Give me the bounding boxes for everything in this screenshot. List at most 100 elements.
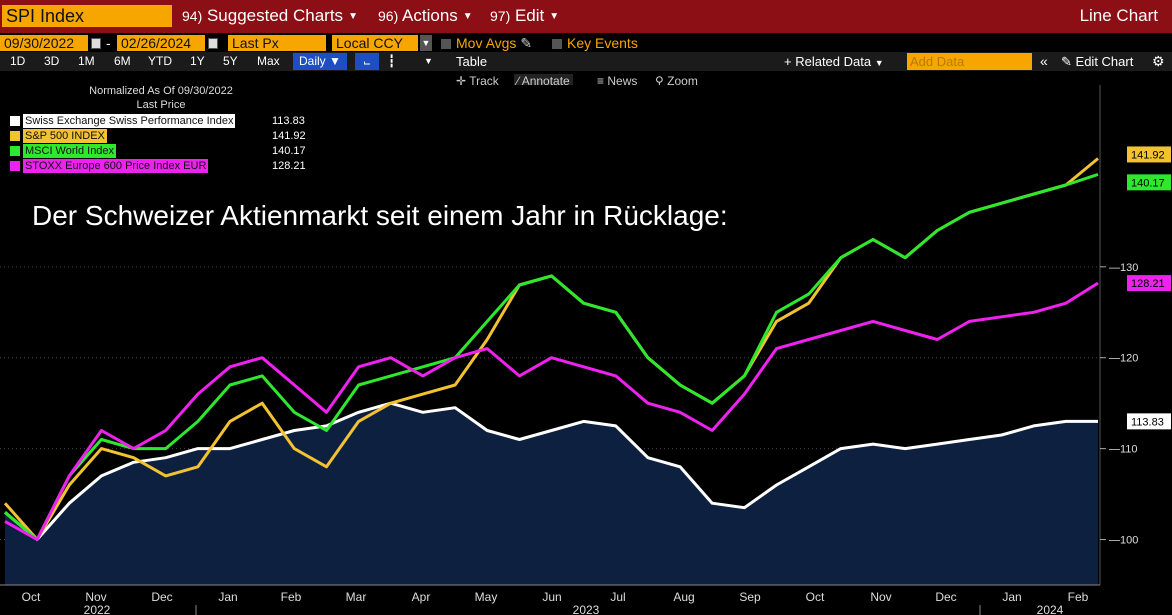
range-5y-button[interactable]: 5Y (223, 54, 238, 68)
news-tool[interactable]: ≡ News (597, 74, 637, 88)
x-tick-label: Aug (673, 590, 694, 604)
related-data-label: + Related Data (784, 54, 872, 69)
calendar-icon[interactable] (91, 38, 101, 49)
track-label: Track (469, 74, 499, 88)
mov-avgs-label: Mov Avgs (456, 35, 517, 51)
annotate-tool[interactable]: ⁄ Annotate (514, 74, 573, 88)
checkbox-icon[interactable] (441, 39, 451, 49)
line-chart-icon[interactable]: ⨽ (355, 53, 379, 70)
range-1y-button[interactable]: 1Y (190, 54, 205, 68)
x-tick-label: Nov (85, 590, 106, 604)
news-icon: ≡ (597, 74, 605, 88)
range-1d-button[interactable]: 1D (10, 54, 26, 68)
field-selector[interactable]: Last Px (228, 35, 326, 51)
search-icon: ⚲ (655, 74, 664, 88)
price-chart[interactable]: —100 —110 —120 —130 113.83 141.92 140.17 128.21… (0, 71, 1172, 615)
menu-number: 97) (490, 8, 511, 24)
last-value-label: 113.83 (1131, 416, 1164, 428)
chevron-down-icon: ▼ (348, 11, 358, 22)
pencil-icon[interactable]: ✎ (520, 35, 533, 51)
x-tick-label: Dec (151, 590, 172, 604)
range-ytd-button[interactable]: YTD (148, 54, 172, 68)
menu-number: 96) (378, 8, 399, 24)
legend-swatch (10, 131, 20, 141)
period-label: Daily (299, 54, 326, 68)
x-tick-label: Sep (739, 590, 761, 604)
chart-annotation: Der Schweizer Aktienmarkt seit einem Jah… (32, 200, 728, 231)
menu-label: Suggested Charts (206, 6, 344, 25)
last-value-tag (1127, 413, 1171, 430)
zoom-label: Zoom (667, 74, 698, 88)
edit-chart-button[interactable]: ✎ Edit Chart (1061, 53, 1133, 70)
checkbox-icon[interactable] (552, 39, 562, 49)
legend-series-name: S&P 500 INDEX (23, 129, 107, 143)
ticker-field[interactable]: SPI Index (2, 5, 172, 27)
end-date-field[interactable]: 02/26/2024 (117, 35, 205, 51)
zoom-tool[interactable]: ⚲ Zoom (655, 74, 698, 88)
x-tick-label: Jun (542, 590, 561, 604)
range-3d-button[interactable]: 3D (44, 54, 60, 68)
chevron-down-icon[interactable]: ▼ (424, 56, 433, 66)
x-year-label: 2024 (1037, 603, 1064, 615)
y-tick-label: —110 (1109, 444, 1138, 456)
last-value-tag (1127, 275, 1171, 292)
range-6m-button[interactable]: 6M (114, 54, 131, 68)
x-tick-label: Jul (610, 590, 625, 604)
y-tick-label: —130 (1109, 262, 1138, 274)
x-tick-label: Nov (870, 590, 891, 604)
x-tick-label: Feb (281, 590, 302, 604)
range-max-button[interactable]: Max (257, 54, 280, 68)
candlestick-icon[interactable]: ┇ (388, 54, 396, 68)
legend-series-value: 141.92 (272, 130, 306, 142)
y-tick-label: —120 (1109, 353, 1138, 365)
x-tick-label: Oct (22, 590, 41, 604)
add-data-input[interactable]: Add Data (907, 53, 1032, 70)
legend-series-value: 140.17 (272, 145, 306, 157)
x-tick-label: Feb (1068, 590, 1089, 604)
title-bar (0, 0, 1172, 33)
x-axis-band (0, 585, 1172, 615)
edit-menu[interactable]: 97) Edit ▼ (490, 6, 559, 27)
x-tick-label: Apr (412, 590, 431, 604)
actions-menu[interactable]: 96) Actions ▼ (378, 6, 473, 27)
legend-series-name: STOXX Europe 600 Price Index EUR (23, 159, 209, 173)
last-value-tag (1127, 146, 1171, 163)
date-separator: - (106, 35, 111, 51)
start-date-field[interactable]: 09/30/2022 (0, 35, 88, 51)
legend-title: Normalized As Of 09/30/2022 (89, 85, 233, 97)
related-data-button[interactable]: + Related Data ▼ (784, 54, 884, 69)
series-line (4, 172, 1099, 541)
legend-series-name: Swiss Exchange Swiss Performance Index (23, 114, 236, 128)
menu-label: Actions (402, 6, 458, 25)
edit-chart-label: Edit Chart (1075, 54, 1134, 69)
last-value-label: 128.21 (1131, 278, 1165, 290)
y-tick-label: —100 (1109, 535, 1138, 547)
x-tick-label: Mar (346, 590, 367, 604)
suggested-charts-menu[interactable]: 94) Suggested Charts ▼ (182, 6, 358, 27)
last-value-tag (1127, 174, 1171, 191)
legend-swatch (10, 161, 20, 171)
track-tool[interactable]: ✛ Track (456, 74, 499, 88)
menu-label: Edit (514, 6, 545, 25)
x-year-label: 2022 (84, 603, 111, 615)
legend-swatch (10, 146, 20, 156)
collapse-icon[interactable]: « (1040, 53, 1048, 69)
crosshair-icon: ✛ (456, 74, 467, 88)
x-tick-label: Oct (806, 590, 825, 604)
x-tick-label: Jan (218, 590, 237, 604)
last-value-label: 140.17 (1131, 177, 1165, 189)
table-button[interactable]: Table (456, 54, 488, 69)
mov-avgs-toggle[interactable]: Mov Avgs ✎ (441, 35, 532, 51)
chevron-down-icon: ▼ (462, 11, 473, 22)
key-events-toggle[interactable]: Key Events (552, 35, 638, 51)
range-1m-button[interactable]: 1M (78, 54, 95, 68)
calendar-icon[interactable] (208, 38, 218, 49)
series-line (4, 281, 1099, 541)
legend-swatch (10, 116, 20, 126)
gear-icon[interactable]: ⚙ (1152, 53, 1165, 69)
period-selector[interactable]: Daily ▼ (293, 53, 347, 70)
currency-selector[interactable]: Local CCY (332, 35, 418, 51)
pencil-icon: ✎ (1061, 54, 1072, 69)
menu-number: 94) (182, 8, 203, 24)
chevron-down-icon[interactable]: ▼ (420, 35, 432, 51)
